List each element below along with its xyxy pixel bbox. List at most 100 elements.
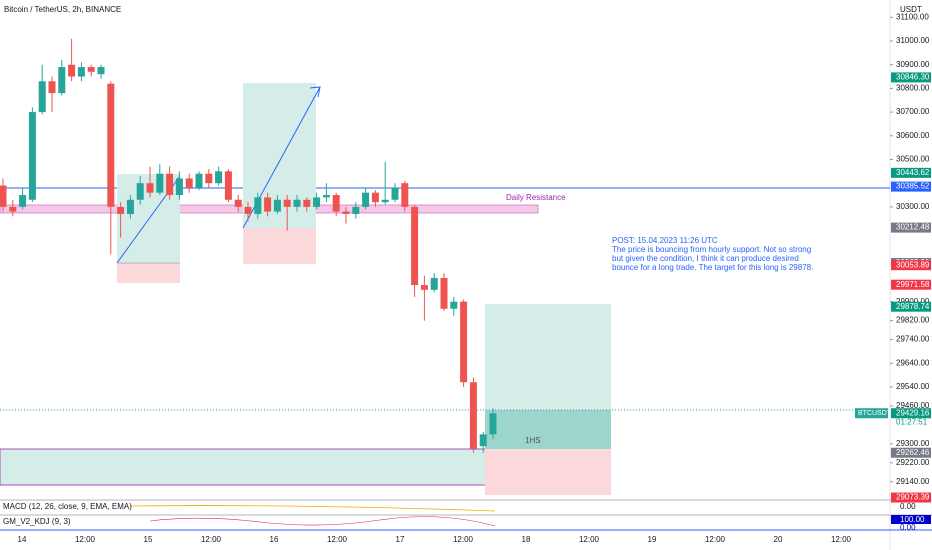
post-text: The price is bouncing from hourly suppor…	[612, 245, 811, 254]
chart-title: Bitcoin / TetherUS, 2h, BINANCE	[4, 5, 121, 14]
x-tick-label: 20	[774, 535, 783, 544]
price-label-bg	[891, 222, 931, 233]
candle-body	[28, 112, 36, 200]
candle-body	[175, 178, 183, 196]
y-tick-label: 30900.00	[896, 60, 930, 69]
y-tick-label: 29140.00	[896, 477, 930, 486]
indicator-value: 0.00	[900, 523, 916, 532]
price-label-bg	[891, 492, 931, 503]
candle-body	[391, 187, 399, 200]
indicator-value: 100.00	[900, 515, 925, 524]
price-label: 30443.62	[896, 168, 930, 177]
candle-body	[87, 67, 95, 72]
candle-body	[117, 206, 125, 214]
long-profit	[485, 410, 611, 449]
candle-body	[146, 183, 154, 193]
symbol-badge	[855, 408, 888, 419]
kdj-line	[149, 516, 496, 527]
y-tick-label: 31100.00	[896, 12, 929, 21]
x-tick-label: 12:00	[75, 535, 96, 544]
price-label-bg	[891, 279, 931, 290]
symbol-label: BTCUSDT	[858, 410, 892, 417]
candle-body	[195, 173, 203, 188]
x-tick-label: 18	[522, 535, 531, 544]
candle-body	[244, 206, 252, 214]
candle-body	[77, 67, 85, 77]
x-tick-label: 14	[18, 535, 27, 544]
x-tick-label: 12:00	[831, 535, 852, 544]
y-tick-label: 29640.00	[896, 358, 930, 367]
price-label-bg	[891, 447, 931, 458]
candle-body	[460, 301, 468, 383]
y-tick-label: 30800.00	[896, 83, 930, 92]
candle-body	[303, 199, 311, 207]
candle-body	[136, 183, 144, 200]
price-label: 29971.58	[896, 280, 930, 289]
price-label: 29073.39	[896, 493, 930, 502]
candle-body	[479, 434, 487, 447]
price-label: 30212.48	[896, 223, 930, 232]
candle-body	[401, 183, 409, 207]
x-tick-label: 19	[648, 535, 657, 544]
support-zone	[0, 449, 540, 485]
candle-body	[126, 199, 134, 214]
annotation: 1HS	[525, 436, 541, 445]
candle-body	[185, 178, 193, 188]
candle-body	[234, 199, 242, 207]
x-tick-label: 12:00	[327, 535, 348, 544]
candle-body	[97, 67, 105, 75]
x-tick-label: 17	[396, 535, 405, 544]
price-label: 29878.74	[896, 302, 930, 311]
y-tick-label: 30500.00	[896, 155, 930, 164]
candle-body	[450, 301, 458, 309]
y-tick-label: 29740.00	[896, 335, 930, 344]
post-text: POST: 15.04.2023 11:26 UTC	[612, 236, 718, 245]
candle-body	[156, 173, 164, 193]
candle-body	[371, 192, 379, 203]
candle-body	[19, 195, 27, 207]
candle-body	[411, 206, 419, 286]
y-tick-label: 29900.00	[896, 297, 930, 306]
indicator-label: MACD (12, 26, close, 9, EMA, EMA)	[3, 502, 132, 511]
candle-body	[313, 197, 321, 207]
y-tick-label: 30300.00	[896, 202, 930, 211]
y-tick-label: 29460.00	[896, 401, 930, 410]
long-stop	[117, 263, 180, 283]
candle-body	[0, 185, 7, 207]
price-label: 30846.30	[896, 73, 930, 82]
candle-body	[166, 173, 174, 196]
candle-body	[215, 171, 223, 184]
currency: USDT	[900, 5, 922, 14]
x-tick-label: 12:00	[453, 535, 474, 544]
long-stop	[243, 228, 316, 264]
candle-body	[381, 199, 389, 203]
price-label: 30385.52	[896, 182, 930, 191]
candle-body	[322, 195, 330, 198]
candle-body	[273, 199, 281, 212]
x-tick-label: 12:00	[579, 535, 600, 544]
candle-body	[430, 277, 438, 290]
candle-body	[68, 64, 76, 77]
y-tick-label: 29220.00	[896, 458, 930, 467]
post-text: bounce for a long trade. The target for …	[612, 263, 813, 272]
candle-body	[58, 67, 66, 94]
candle-body	[362, 192, 370, 207]
x-tick-label: 12:00	[705, 535, 726, 544]
candle-body	[264, 197, 272, 212]
y-tick-label: 29300.00	[896, 439, 930, 448]
price-label-bg	[891, 72, 931, 83]
y-tick-label: 29540.00	[896, 382, 930, 391]
candle-body	[352, 206, 360, 214]
candle-body	[224, 171, 232, 200]
candle-body	[38, 81, 46, 113]
long-stop	[485, 449, 611, 495]
price-label-bg	[891, 167, 931, 178]
price-label-bg	[891, 408, 931, 419]
candle-body	[254, 197, 262, 214]
macd-line	[129, 505, 496, 512]
x-tick-label: 12:00	[201, 535, 222, 544]
candle-body	[283, 199, 291, 207]
candle-body	[205, 173, 213, 184]
price-label: 29262.46	[896, 448, 930, 457]
